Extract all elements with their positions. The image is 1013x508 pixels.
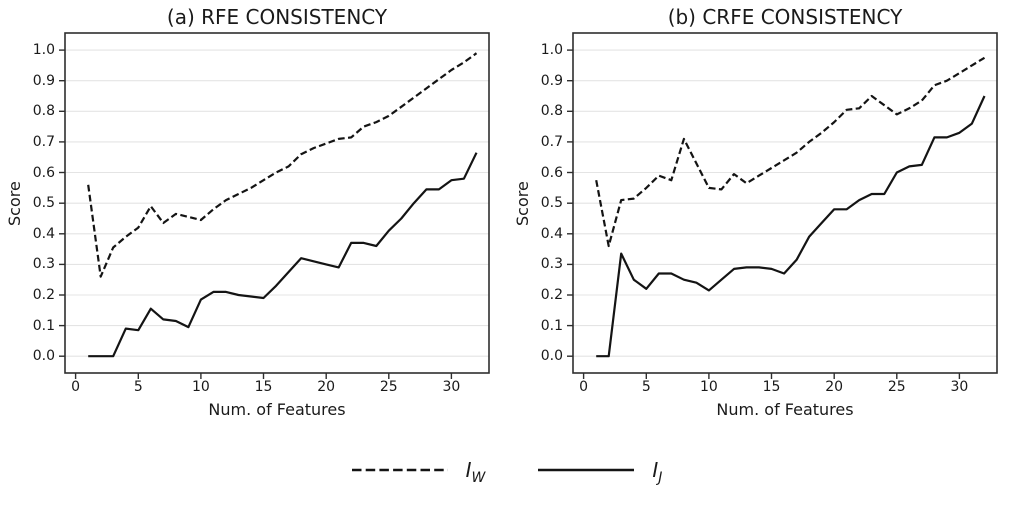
subplot-a-title: (a) RFE CONSISTENCY bbox=[166, 5, 388, 29]
x-tick-label: 25 bbox=[887, 379, 906, 395]
subplot-a-plot-area bbox=[59, 32, 490, 379]
subplot-b-plot-area bbox=[567, 32, 998, 379]
subplot-a: (a) RFE CONSISTENCY Score Num. of Featur… bbox=[0, 0, 507, 445]
y-tick-label: 0.0 bbox=[32, 348, 55, 365]
legend-label-subscript: W bbox=[471, 469, 486, 486]
y-tick-label: 0.1 bbox=[540, 317, 563, 334]
x-tick-label: 15 bbox=[762, 379, 781, 395]
y-tick-label: 0.3 bbox=[32, 256, 55, 273]
y-tick-label: 0.0 bbox=[540, 348, 563, 365]
series-line-iw bbox=[595, 56, 986, 248]
x-tick-label: 5 bbox=[641, 379, 651, 395]
x-tick-label: 30 bbox=[950, 379, 969, 395]
legend-label-main: I bbox=[465, 457, 472, 482]
y-tick-label: 1.0 bbox=[32, 42, 55, 59]
y-tick-label: 0.1 bbox=[32, 317, 55, 334]
legend-label-main: I bbox=[652, 457, 659, 482]
x-tick-label: 25 bbox=[379, 379, 398, 395]
x-tick-label: 20 bbox=[825, 379, 844, 395]
y-tick-label: 0.6 bbox=[540, 164, 563, 181]
legend-sample-solid-line bbox=[538, 468, 635, 472]
legend-label-ij: IJ bbox=[652, 457, 663, 486]
x-tick-label: 10 bbox=[191, 379, 210, 395]
legend-item-iw: IW bbox=[351, 457, 486, 486]
x-tick-label: 0 bbox=[579, 379, 589, 395]
y-tick-label: 0.7 bbox=[32, 133, 55, 150]
x-tick-label: 5 bbox=[133, 379, 143, 395]
legend-sample-dashed-line bbox=[351, 468, 448, 472]
series-line-iw bbox=[87, 52, 478, 278]
legend: IW IJ bbox=[0, 449, 1013, 491]
x-tick-label: 30 bbox=[442, 379, 461, 395]
y-tick-label: 1.0 bbox=[540, 42, 563, 59]
y-tick-label: 0.2 bbox=[540, 287, 563, 303]
x-tick-label: 15 bbox=[254, 379, 273, 395]
y-tick-label: 0.7 bbox=[540, 133, 563, 150]
subplot-a-x-axis-label: Num. of Features bbox=[208, 400, 346, 419]
legend-label-subscript: J bbox=[658, 469, 663, 486]
y-tick-label: 0.8 bbox=[540, 103, 563, 120]
series-line-ij bbox=[596, 95, 986, 358]
x-tick-label: 10 bbox=[699, 379, 718, 395]
subplot-b-x-axis-label: Num. of Features bbox=[716, 400, 854, 419]
x-tick-label: 20 bbox=[317, 379, 336, 395]
y-tick-label: 0.4 bbox=[32, 225, 55, 242]
series-line-ij bbox=[88, 152, 478, 358]
x-tick-label: 0 bbox=[71, 379, 81, 395]
y-tick-label: 0.5 bbox=[32, 195, 55, 212]
legend-label-iw: IW bbox=[465, 457, 486, 486]
y-tick-label: 0.8 bbox=[32, 103, 55, 120]
y-tick-label: 0.6 bbox=[32, 164, 55, 181]
subplot-b: (b) CRFE CONSISTENCY Score Num. of Featu… bbox=[508, 0, 1013, 445]
legend-item-ij: IJ bbox=[537, 457, 663, 486]
y-tick-label: 0.9 bbox=[32, 72, 55, 89]
y-tick-label: 0.3 bbox=[540, 256, 563, 273]
y-tick-label: 0.2 bbox=[32, 287, 55, 303]
y-tick-label: 0.5 bbox=[540, 195, 563, 212]
y-tick-label: 0.4 bbox=[540, 225, 563, 242]
subplot-b-title: (b) CRFE CONSISTENCY bbox=[667, 5, 903, 29]
y-tick-label: 0.9 bbox=[540, 72, 563, 89]
